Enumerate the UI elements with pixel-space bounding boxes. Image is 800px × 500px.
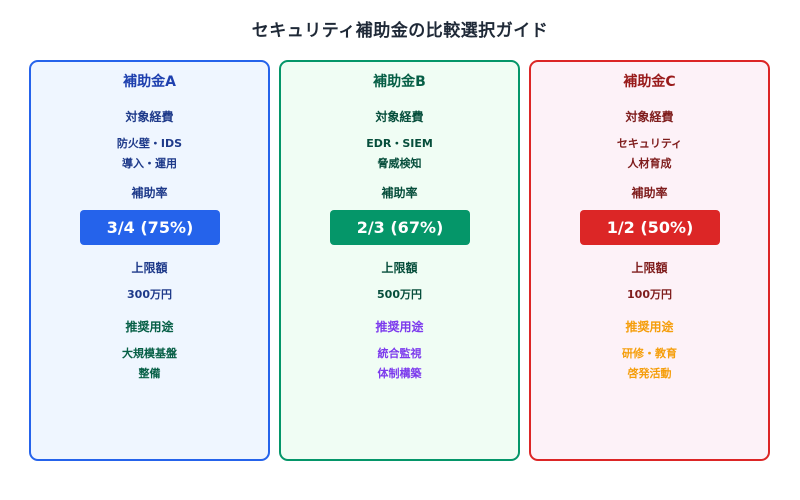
card-title: 補助金B <box>373 74 426 90</box>
subsidy-rate-badge: 1/2 (50%) <box>580 210 720 245</box>
target-costs-line-1: EDR・SIEM <box>366 137 433 150</box>
recommended-use-label: 推奨用途 <box>125 320 174 334</box>
recommended-use-line-2: 整備 <box>138 367 161 380</box>
upper-limit-label: 上限額 <box>131 261 168 275</box>
upper-limit-value: 500万円 <box>377 288 422 301</box>
subsidy-rate-label: 補助率 <box>131 186 168 200</box>
subsidy-rate-badge: 2/3 (67%) <box>330 210 470 245</box>
recommended-use-line-1: 大規模基盤 <box>122 347 177 360</box>
recommended-use-label: 推奨用途 <box>625 320 674 334</box>
target-costs-line-2: 脅威検知 <box>377 157 422 170</box>
target-costs-label: 対象経費 <box>625 110 674 124</box>
target-costs-line-1: 防火壁・IDS <box>116 137 183 150</box>
target-costs-label: 対象経費 <box>125 110 174 124</box>
upper-limit-label: 上限額 <box>631 261 668 275</box>
subsidy-rate-label: 補助率 <box>631 186 668 200</box>
card-title: 補助金C <box>623 74 676 90</box>
card-title: 補助金A <box>123 74 176 90</box>
subsidy-rate-label: 補助率 <box>381 186 418 200</box>
recommended-use-line-2: 啓発活動 <box>627 367 672 380</box>
subsidy-card-b: 補助金B 対象経費 EDR・SIEM 脅威検知 補助率 2/3 (67%) 上限… <box>279 60 520 461</box>
recommended-use-line-1: 研修・教育 <box>622 347 677 360</box>
target-costs-line-2: 導入・運用 <box>122 157 177 170</box>
recommended-use-line-1: 統合監視 <box>377 347 422 360</box>
target-costs-line-1: セキュリティ <box>616 137 683 150</box>
recommended-use-label: 推奨用途 <box>375 320 424 334</box>
upper-limit-value: 100万円 <box>627 288 672 301</box>
recommended-use-line-2: 体制構築 <box>377 367 422 380</box>
page-title: セキュリティ補助金の比較選択ガイド <box>251 21 549 41</box>
subsidy-card-c: 補助金C 対象経費 セキュリティ 人材育成 補助率 1/2 (50%) 上限額 … <box>529 60 770 461</box>
target-costs-label: 対象経費 <box>375 110 424 124</box>
upper-limit-value: 300万円 <box>127 288 172 301</box>
subsidy-card-a: 補助金A 対象経費 防火壁・IDS 導入・運用 補助率 3/4 (75%) 上限… <box>29 60 270 461</box>
target-costs-line-2: 人材育成 <box>627 157 672 170</box>
upper-limit-label: 上限額 <box>381 261 418 275</box>
subsidy-rate-badge: 3/4 (75%) <box>80 210 220 245</box>
